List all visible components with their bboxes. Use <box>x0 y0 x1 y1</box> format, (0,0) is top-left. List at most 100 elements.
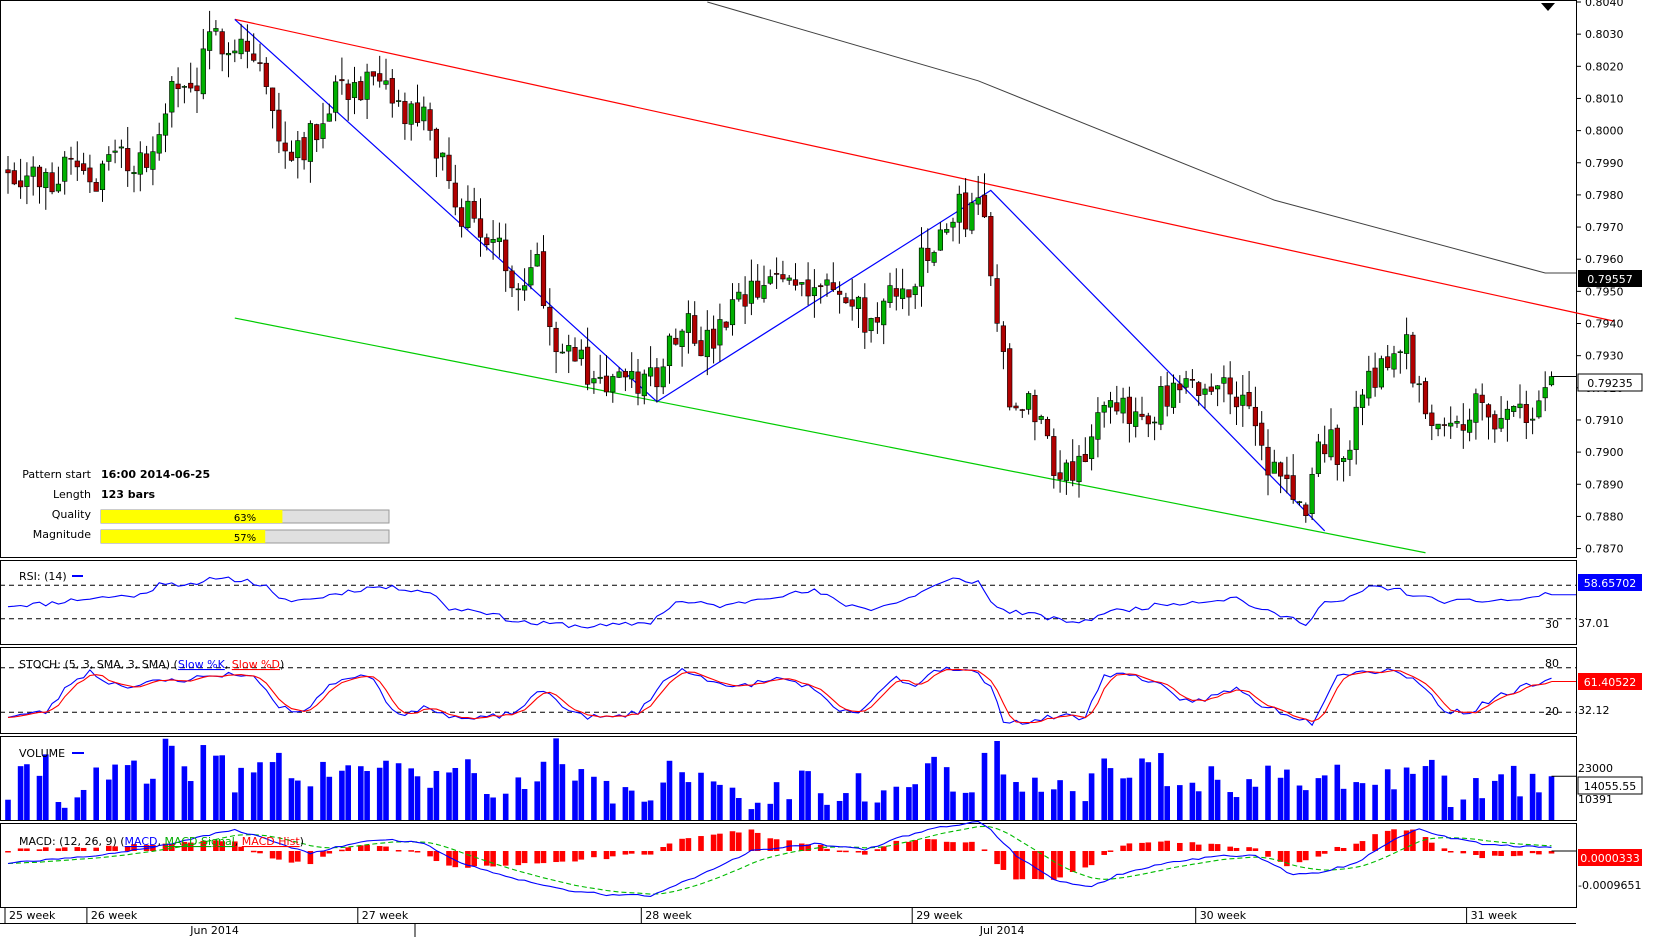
candle <box>55 166 61 193</box>
candle <box>818 283 824 304</box>
candle <box>1372 352 1378 397</box>
candle <box>62 151 68 195</box>
candle <box>1202 383 1208 409</box>
bull-candle-body <box>887 285 893 303</box>
volume-bar <box>786 799 792 820</box>
candle <box>232 39 238 63</box>
bear-candle-body <box>1044 419 1051 437</box>
macd-hist-bar <box>288 851 295 863</box>
volume-bar <box>5 799 11 820</box>
volume-bar <box>710 781 717 820</box>
volume-bar <box>628 790 635 820</box>
volume-value-badge <box>1577 776 1643 795</box>
week-label: 27 week <box>362 909 409 922</box>
bull-candle-body <box>62 156 68 182</box>
price-tick-label: 0.7890 <box>1585 478 1624 491</box>
macd-title: MACD: (12, 26, 9) (MACD, MACD Signal, MA… <box>19 835 304 848</box>
bear-candle-body <box>830 282 836 290</box>
volume-bar <box>1051 789 1057 820</box>
volume-bar <box>1139 758 1145 820</box>
macd-hist-bar <box>61 847 68 851</box>
bear-candle-body <box>263 62 269 87</box>
bull-candle-body <box>162 113 169 136</box>
macd-hist-bar <box>74 847 81 851</box>
volume-bar <box>1359 783 1366 820</box>
macd-value-text: 0.0000333 <box>1580 852 1640 865</box>
bull-candle-body <box>1271 461 1277 474</box>
volume-bar <box>610 803 616 820</box>
volume-bar <box>1372 784 1378 820</box>
volume-bar <box>106 779 112 820</box>
candle <box>1511 405 1517 417</box>
candle <box>1548 371 1555 387</box>
candle <box>1133 397 1139 438</box>
volume-bar <box>93 767 99 820</box>
bull-candle-body <box>99 163 106 191</box>
bull-candle-body <box>610 376 616 393</box>
volume-bar <box>1529 773 1536 820</box>
stoch-value-text: 61.40522 <box>1584 676 1637 689</box>
macd-hist-bar <box>1460 851 1467 854</box>
volume-bar <box>943 767 950 820</box>
volume-bar <box>112 764 118 820</box>
candle <box>1038 414 1044 425</box>
candle <box>515 283 521 311</box>
bull-candle-body <box>1038 416 1044 420</box>
bear-candle-body <box>1032 395 1038 423</box>
candle <box>685 300 691 354</box>
bull-candle-body <box>1530 418 1536 421</box>
volume-bar <box>339 770 345 820</box>
macd-hist-bar <box>1529 851 1536 854</box>
candle <box>383 58 389 90</box>
bull-candle-body <box>156 134 162 154</box>
bear-candle-body <box>389 78 395 104</box>
volume-bar <box>1265 765 1271 820</box>
macd-hist-bar <box>339 849 345 852</box>
bear-candle-body <box>792 279 799 286</box>
volume-bar <box>754 802 761 820</box>
candle <box>1221 365 1227 403</box>
bear-candle-body <box>1196 382 1202 396</box>
volume-bar <box>408 768 414 820</box>
volume-bar <box>1101 758 1107 820</box>
bull-candle-body <box>944 229 950 233</box>
bear-candle-body <box>925 247 931 261</box>
macd-hist-bar <box>799 843 805 851</box>
bear-candle-body <box>87 167 93 183</box>
bear-candle-body <box>673 337 679 345</box>
bull-candle-body <box>496 237 503 242</box>
candle <box>572 337 578 362</box>
candle <box>1479 383 1485 421</box>
scroll-marker-icon[interactable] <box>1541 3 1555 11</box>
bear-candle-body <box>282 142 288 152</box>
macd-hist-bar <box>591 851 597 858</box>
candle <box>849 278 855 321</box>
macd-hist-bar <box>276 851 282 860</box>
week-label: 30 week <box>1200 909 1247 922</box>
volume-bar <box>666 760 673 820</box>
candle <box>257 43 263 72</box>
candle <box>1183 370 1189 394</box>
candle <box>1158 376 1164 431</box>
bear-candle-body <box>301 137 307 161</box>
candle <box>994 264 1000 332</box>
candle <box>276 92 282 154</box>
volume-bar <box>1441 775 1448 820</box>
candle <box>1404 317 1410 370</box>
macd-hist-bar <box>1189 842 1196 851</box>
candle <box>345 79 351 121</box>
bear-candle-body <box>269 87 276 112</box>
volume-bar <box>534 781 540 820</box>
macd-hist-bar <box>124 846 131 851</box>
volume-bar <box>843 793 849 820</box>
candle <box>918 227 925 307</box>
volume-bar <box>345 765 351 820</box>
bear-candle-body <box>654 367 660 388</box>
candle <box>981 173 988 219</box>
candle <box>1460 403 1466 449</box>
candle <box>1385 345 1391 371</box>
bear-candle-body <box>1290 475 1296 500</box>
